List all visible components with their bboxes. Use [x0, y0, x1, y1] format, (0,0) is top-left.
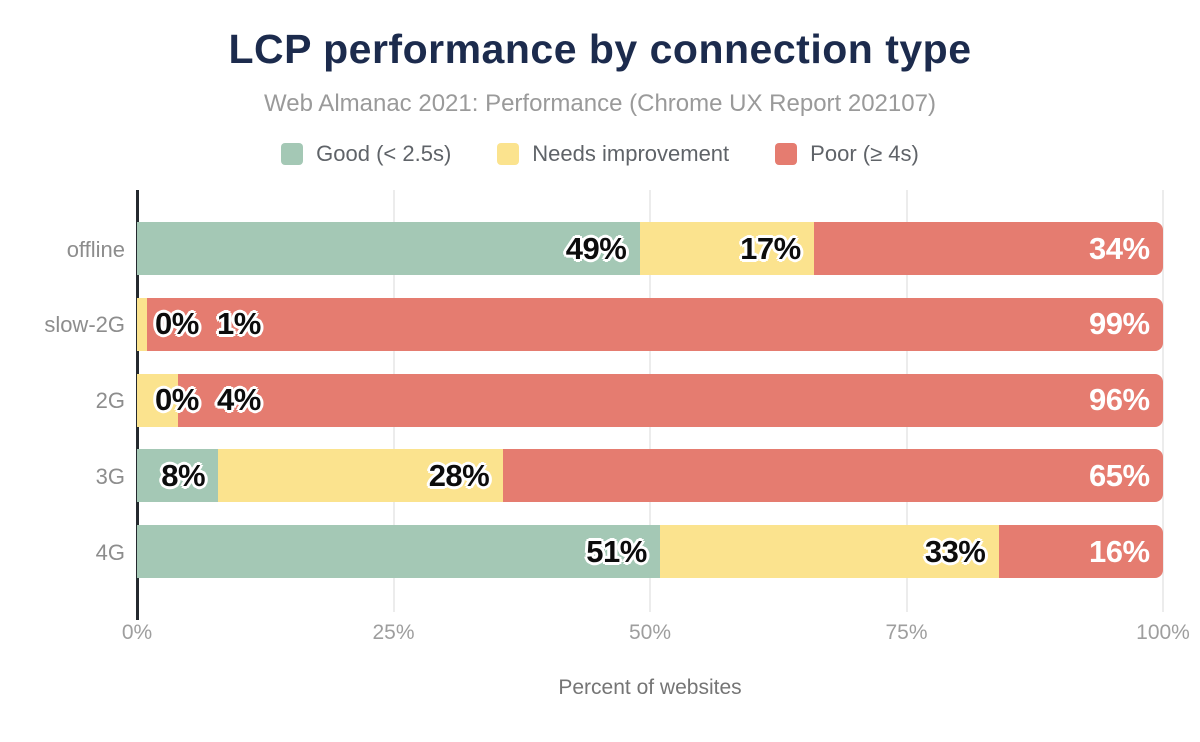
bar-segment-3g-good-2-5s	[137, 449, 219, 503]
legend-label: Poor (≥ 4s)	[810, 141, 919, 166]
bar-segment-2g-needs-improvement	[137, 373, 179, 427]
category-label-4g: 4G	[95, 539, 125, 565]
x-tick-label-25: 25%	[372, 621, 415, 644]
category-label-offline: offline	[66, 236, 125, 262]
legend-label: Good (< 2.5s)	[316, 141, 452, 166]
bar-segment-4g-needs-improvement	[660, 525, 999, 579]
value-label-3g-28: 28%	[428, 457, 490, 493]
category-label-3g: 3G	[95, 463, 125, 489]
bar-row-slow-2g	[137, 297, 1163, 351]
value-label-3g-8: 8%	[161, 457, 206, 493]
x-tick-label-100: 100%	[1136, 621, 1190, 644]
x-tick-label-75: 75%	[885, 621, 928, 644]
value-label-2g-4: 4%	[217, 382, 261, 418]
bar-segment-offline-needs-improvement	[639, 222, 815, 275]
gridline-100	[1162, 190, 1164, 612]
value-label-slow-2g-99: 99%	[1089, 306, 1150, 342]
bar-row-3g	[137, 449, 1163, 503]
bar-segment-4g-good-2-5s	[137, 525, 661, 579]
x-tick-label-0: 0%	[121, 621, 153, 644]
bar-segment-3g-needs-improvement	[218, 449, 503, 503]
bar-segment-slow-2g-needs-improvement	[137, 297, 148, 351]
bar-segment-3g-poor-4s	[502, 449, 1163, 503]
chart-subtitle: Web Almanac 2021: Performance (Chrome UX…	[264, 90, 936, 117]
value-label-offline-49: 49%	[565, 230, 627, 266]
bar-row-2g	[137, 373, 1163, 427]
value-label-slow-2g-1: 1%	[217, 306, 261, 342]
x-axis-title: Percent of websites	[558, 676, 742, 699]
x-tick-label-50: 50%	[628, 621, 672, 644]
legend-swatch-needs-improvement	[497, 143, 520, 165]
bar-segment-offline-good-2-5s	[137, 222, 640, 275]
value-label-2g-0: 0%	[155, 382, 199, 418]
value-label-4g-16: 16%	[1089, 533, 1150, 569]
category-label-slow-2g: slow-2G	[44, 312, 125, 338]
legend-item-good-2-5s[interactable]: Good (< 2.5s)	[281, 141, 451, 167]
chart-title: LCP performance by connection type	[228, 26, 972, 72]
chart-legend: Good (< 2.5s) Needs improvement Poor (≥ 4s…	[0, 141, 1200, 167]
value-label-3g-65: 65%	[1089, 457, 1150, 493]
value-label-4g-51: 51%	[586, 533, 647, 569]
bar-segment-slow-2g-poor-4s	[147, 297, 1163, 351]
bar-segment-offline-poor-4s	[814, 222, 1163, 275]
value-label-slow-2g-0: 0%	[155, 306, 199, 342]
bar-row-offline	[137, 222, 1163, 275]
legend-swatch-poor-4s	[775, 143, 798, 165]
value-label-offline-34: 34%	[1089, 230, 1150, 266]
legend-label: Needs improvement	[532, 141, 730, 166]
bar-row-4g	[137, 525, 1163, 579]
legend-swatch-good-2-5s	[281, 143, 304, 165]
category-label-2g: 2G	[95, 388, 125, 414]
value-label-2g-96: 96%	[1089, 382, 1150, 418]
value-label-offline-17: 17%	[740, 230, 801, 266]
legend-item-poor-4s[interactable]: Poor (≥ 4s)	[775, 141, 919, 167]
value-label-4g-33: 33%	[924, 533, 986, 569]
bar-segment-2g-poor-4s	[178, 373, 1163, 427]
bar-segment-4g-poor-4s	[998, 525, 1163, 579]
legend-item-needs-improvement[interactable]: Needs improvement	[497, 141, 729, 167]
